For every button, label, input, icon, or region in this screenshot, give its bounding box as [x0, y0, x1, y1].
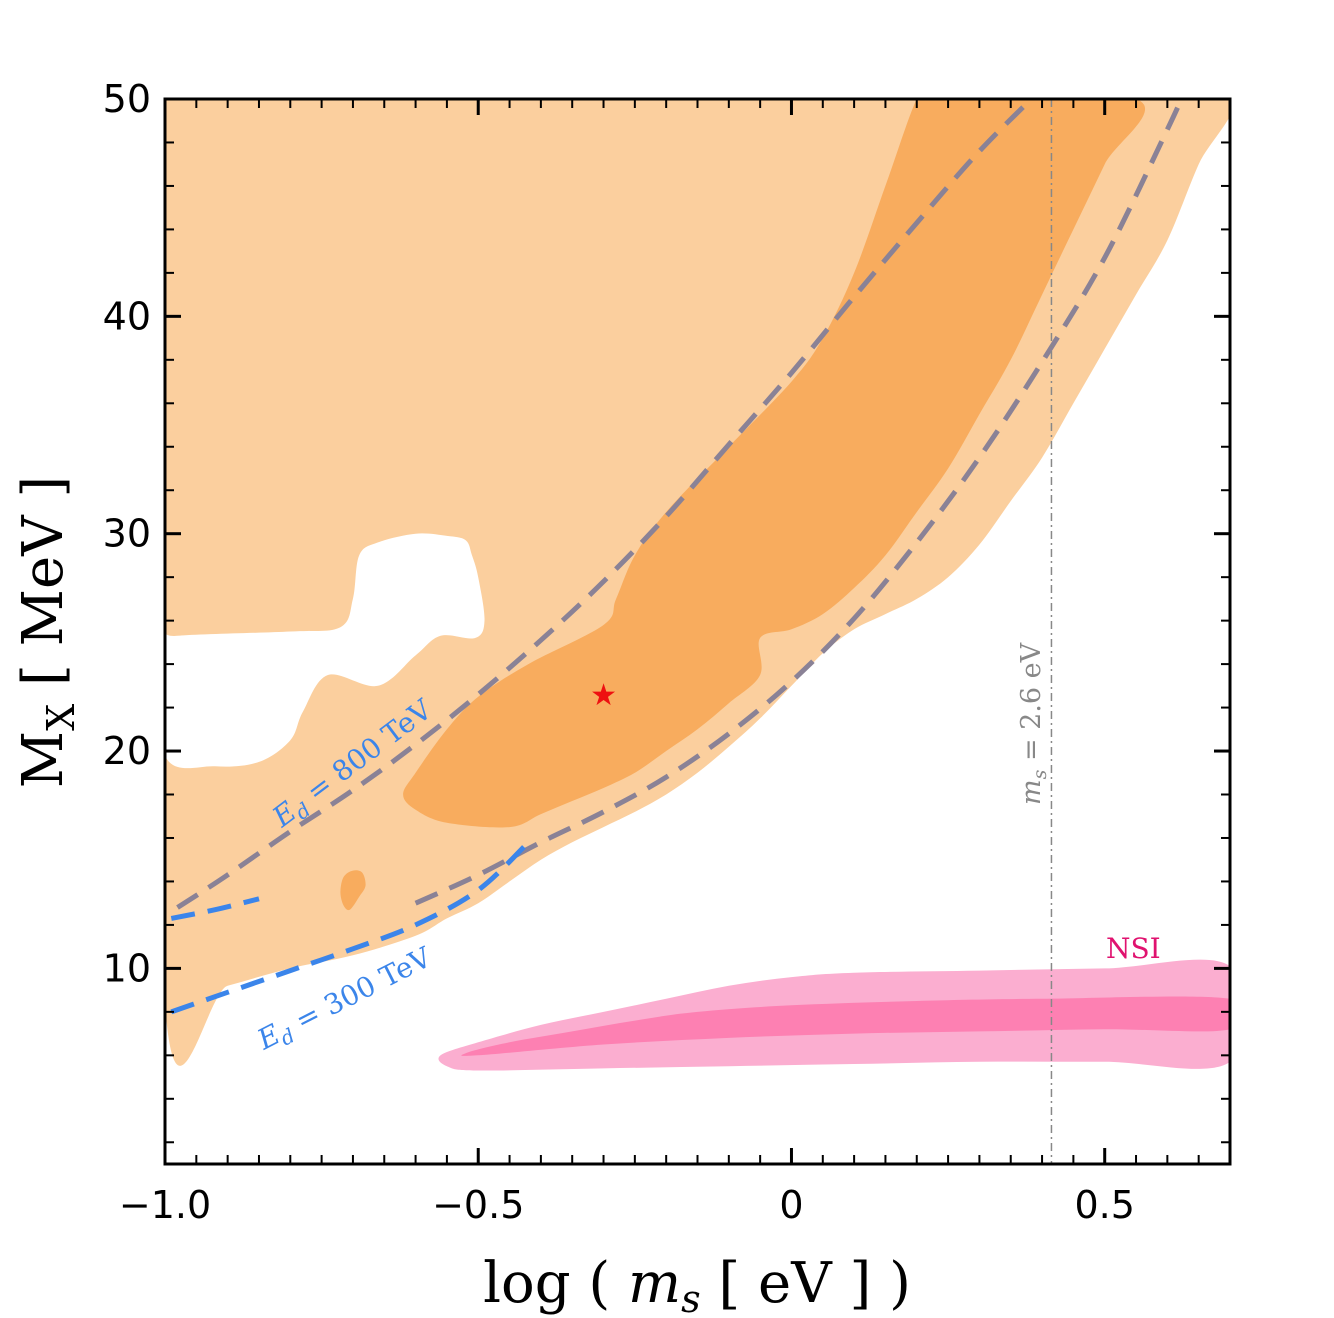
region-nsi-dark — [461, 996, 1230, 1056]
x-tick-label: 0.5 — [1074, 1183, 1134, 1227]
y-tick-label: 10 — [103, 946, 151, 990]
y-axis-title: MX [ MeV ] — [11, 476, 83, 788]
x-axis-title: log ( ms [ eV ] ) — [483, 1251, 911, 1318]
plot-area: ★ — [165, 99, 1230, 1164]
region-hole-1 — [165, 533, 485, 769]
y-tick-label: 30 — [103, 512, 151, 556]
dashed-curve-4 — [170, 896, 260, 921]
dashed-curve-3 — [170, 840, 531, 1015]
regions-layer — [165, 99, 1230, 1071]
ms-line-label: ms = 2.6 eV — [1016, 642, 1051, 805]
y-tick-label: 50 — [103, 77, 151, 121]
y-tick-label: 40 — [103, 294, 151, 338]
holes-layer — [165, 533, 485, 769]
region-dark — [403, 99, 1145, 828]
nsi-label: NSI — [1106, 932, 1161, 965]
dashed-curve-2 — [414, 99, 1185, 906]
x-tick-label: 0 — [779, 1183, 803, 1227]
region-dark-blob — [340, 870, 366, 911]
ticks-layer: −1.0 −0.5 0 0.5 10 20 30 40 50 — [103, 77, 1231, 1227]
dashed-curve-1 — [176, 99, 1035, 910]
x-tick-label: −0.5 — [432, 1183, 524, 1227]
y-tick-label: 20 — [103, 729, 151, 773]
best-fit-star-marker: ★ — [590, 678, 617, 713]
curves-layer — [170, 99, 1185, 1015]
x-tick-label: −1.0 — [119, 1183, 211, 1227]
